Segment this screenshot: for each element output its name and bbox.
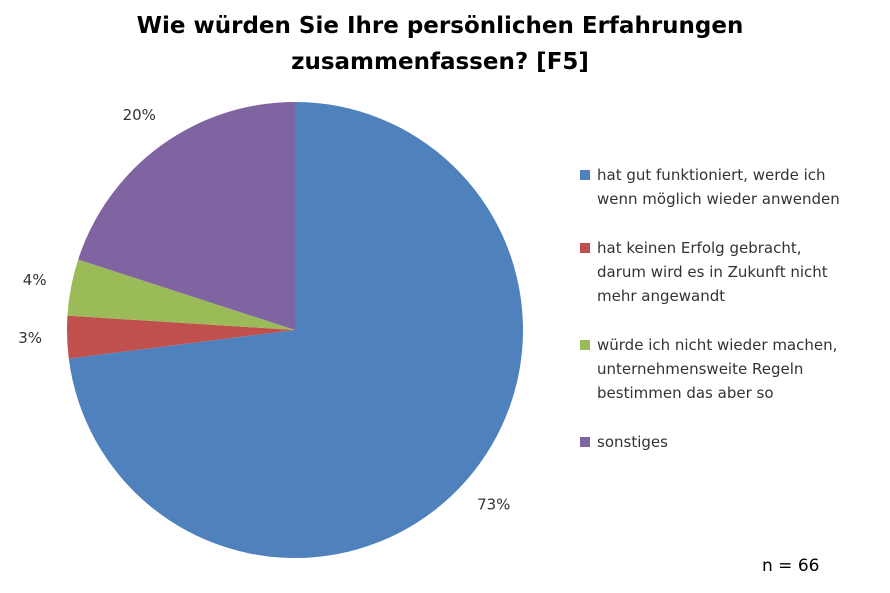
chart-title: Wie würden Sie Ihre persönlichen Erfahru… [136,13,744,75]
legend: hat gut funktioniert, werde ich wenn mög… [580,163,840,479]
legend-swatch [580,170,590,180]
legend-swatch [580,243,590,253]
pie-slice [68,102,523,558]
data-label: 20% [123,106,156,124]
legend-swatch [580,437,590,447]
annotation: n = 66 [762,556,820,576]
legend-label: sonstiges [597,433,668,451]
data-label: 4% [23,271,47,289]
pie-slice [67,259,295,330]
data-label: 73% [477,496,510,514]
legend-label: hat gut funktioniert, werde ich wenn mög… [597,166,840,208]
pie-slice [78,102,295,330]
pie-slice [67,315,296,359]
legend-item: sonstiges [580,430,840,454]
legend-item: hat keinen Erfolg gebracht, darum wird e… [580,236,840,308]
legend-label: hat keinen Erfolg gebracht, darum wird e… [597,239,828,305]
legend-swatch [580,340,590,350]
legend-label: würde ich nicht wieder machen, unternehm… [597,336,838,402]
data-label: 3% [18,329,42,347]
legend-item: würde ich nicht wieder machen, unternehm… [580,333,840,405]
legend-item: hat gut funktioniert, werde ich wenn mög… [580,163,840,211]
